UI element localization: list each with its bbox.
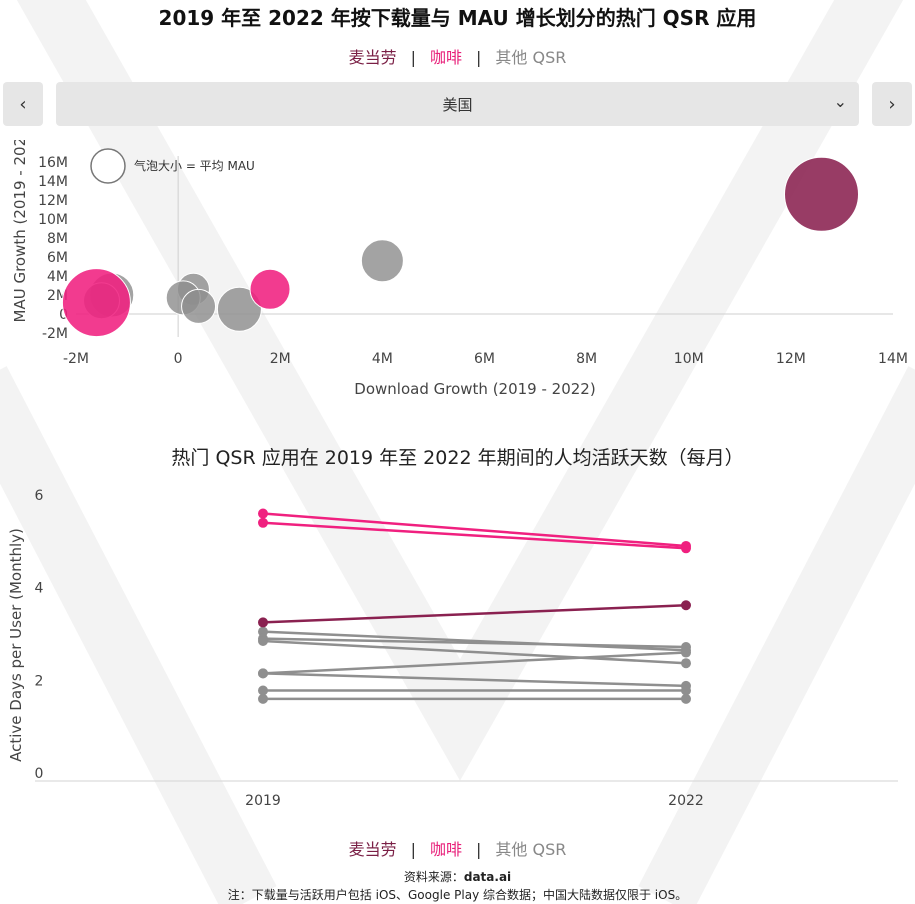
region-select[interactable]: 美国 ⌄ (56, 82, 859, 126)
data-point-coffee[interactable] (258, 508, 268, 519)
line-y-tick-label: 0 (35, 766, 44, 782)
series-line-other (262, 630, 687, 652)
legend-separator: | (476, 48, 482, 67)
line-chart: Active Days per User (Monthly) 0 2 4 6 2019 2… (7, 488, 898, 809)
line-x-tick-label: 2019 (245, 793, 281, 809)
scatter-y-tick-label: 6M (47, 250, 68, 266)
top-legend: 麦当劳 | 咖啡 | 其他 QSR (0, 44, 915, 68)
legend-other-qsr[interactable]: 其他 QSR (495, 840, 567, 859)
scatter-x-tick-label: 0 (174, 351, 183, 367)
data-point-other[interactable] (258, 668, 268, 679)
line-chart-title: 热门 QSR 应用在 2019 年至 2022 年期间的人均活跃天数（每月） (171, 447, 744, 469)
source-label: 资料来源： (403, 870, 464, 884)
scatter-bubble-coffee[interactable] (249, 268, 291, 310)
size-legend-circle (90, 148, 126, 184)
line-y-tick-label: 6 (35, 488, 44, 504)
scatter-x-axis-label: Download Growth (2019 - 2022) (354, 380, 595, 398)
data-point-other[interactable] (681, 693, 691, 704)
scatter-x-tick-label: 14M (878, 351, 908, 367)
scatter-y-tick-label: 14M (38, 174, 68, 190)
scatter-y-tick-label: 8M (47, 231, 68, 247)
source-value[interactable]: data.ai (463, 870, 512, 884)
series-line-other (262, 637, 687, 649)
data-point-other[interactable] (258, 693, 268, 704)
region-selected-value: 美国 (442, 96, 473, 114)
next-button[interactable]: › (872, 82, 912, 126)
scatter-x-tick-label: 10M (674, 351, 704, 367)
series-line-coffee (262, 521, 687, 550)
scatter-chart: MAU Growth (2019 - 2022) Download Growth… (11, 140, 908, 398)
legend-coffee[interactable]: 咖啡 (430, 48, 463, 67)
data-point-other[interactable] (258, 626, 268, 637)
footnote: 注：下载量与活跃用户包括 iOS、Google Play 综合数据；中国大陆数据… (227, 888, 688, 902)
data-point-other[interactable] (258, 635, 268, 646)
data-point-mcd[interactable] (681, 600, 691, 611)
scatter-bubble-other[interactable] (181, 288, 217, 324)
scatter-bubble-mcd[interactable] (784, 156, 860, 232)
data-point-coffee[interactable] (258, 517, 268, 528)
scatter-bubble-other[interactable] (216, 286, 262, 332)
scatter-y-axis-label: MAU Growth (2019 - 2022) (11, 140, 29, 323)
source-line: 资料来源：data.ai (0, 868, 915, 885)
legend-separator: | (410, 840, 417, 859)
legend-separator: | (410, 48, 417, 67)
line-y-axis-label: Active Days per User (Monthly) (7, 528, 25, 762)
legend-mcdonalds[interactable]: 麦当劳 (348, 840, 397, 859)
series-line-other (262, 672, 687, 688)
size-legend-label: 气泡大小 = 平均 MAU (134, 158, 255, 173)
scatter-bubble-coffee[interactable] (61, 268, 131, 338)
scatter-x-tick-label: 6M (474, 351, 495, 367)
scatter-y-tick-label: 4M (47, 269, 68, 285)
scatter-y-tick-label: 12M (38, 193, 68, 209)
line-y-tick-label: 2 (35, 673, 44, 689)
prev-button[interactable]: ‹ (3, 82, 43, 126)
scatter-x-tick-label: -2M (63, 351, 89, 367)
legend-other-qsr[interactable]: 其他 QSR (495, 48, 567, 67)
line-x-tick-label: 2022 (668, 793, 704, 809)
legend-mcdonalds[interactable]: 麦当劳 (348, 48, 397, 67)
data-point-coffee[interactable] (681, 543, 691, 554)
series-line-other (262, 639, 687, 665)
chevron-left-icon: ‹ (19, 93, 27, 115)
legend-coffee[interactable]: 咖啡 (430, 840, 463, 859)
scatter-x-tick-label: 8M (576, 351, 597, 367)
data-point-other[interactable] (681, 647, 691, 658)
data-point-other[interactable] (681, 685, 691, 696)
scatter-y-tick-label: -2M (42, 326, 68, 342)
data-point-mcd[interactable] (258, 617, 268, 628)
data-point-other[interactable] (681, 658, 691, 669)
bottom-legend: 麦当劳 | 咖啡 | 其他 QSR (0, 836, 915, 860)
scatter-bubble-other[interactable] (360, 239, 404, 283)
scatter-x-tick-label: 12M (776, 351, 806, 367)
series-line-coffee (262, 512, 687, 548)
legend-separator: | (476, 840, 482, 859)
chevron-right-icon: › (888, 93, 896, 115)
line-y-tick-label: 4 (35, 581, 44, 597)
scatter-y-tick-label: 10M (38, 212, 68, 228)
scatter-y-tick-label: 16M (38, 155, 68, 171)
series-line-other (262, 651, 687, 675)
scatter-chart-title: 2019 年至 2022 年按下载量与 MAU 增长划分的热门 QSR 应用 (158, 6, 757, 30)
series-line-mcd (262, 604, 687, 624)
data-point-other[interactable] (258, 685, 268, 696)
chevron-down-icon: ⌄ (833, 92, 847, 111)
scatter-x-tick-label: 4M (372, 351, 393, 367)
scatter-y-tick-label: 0 (59, 307, 68, 323)
scatter-x-tick-label: 2M (270, 351, 291, 367)
